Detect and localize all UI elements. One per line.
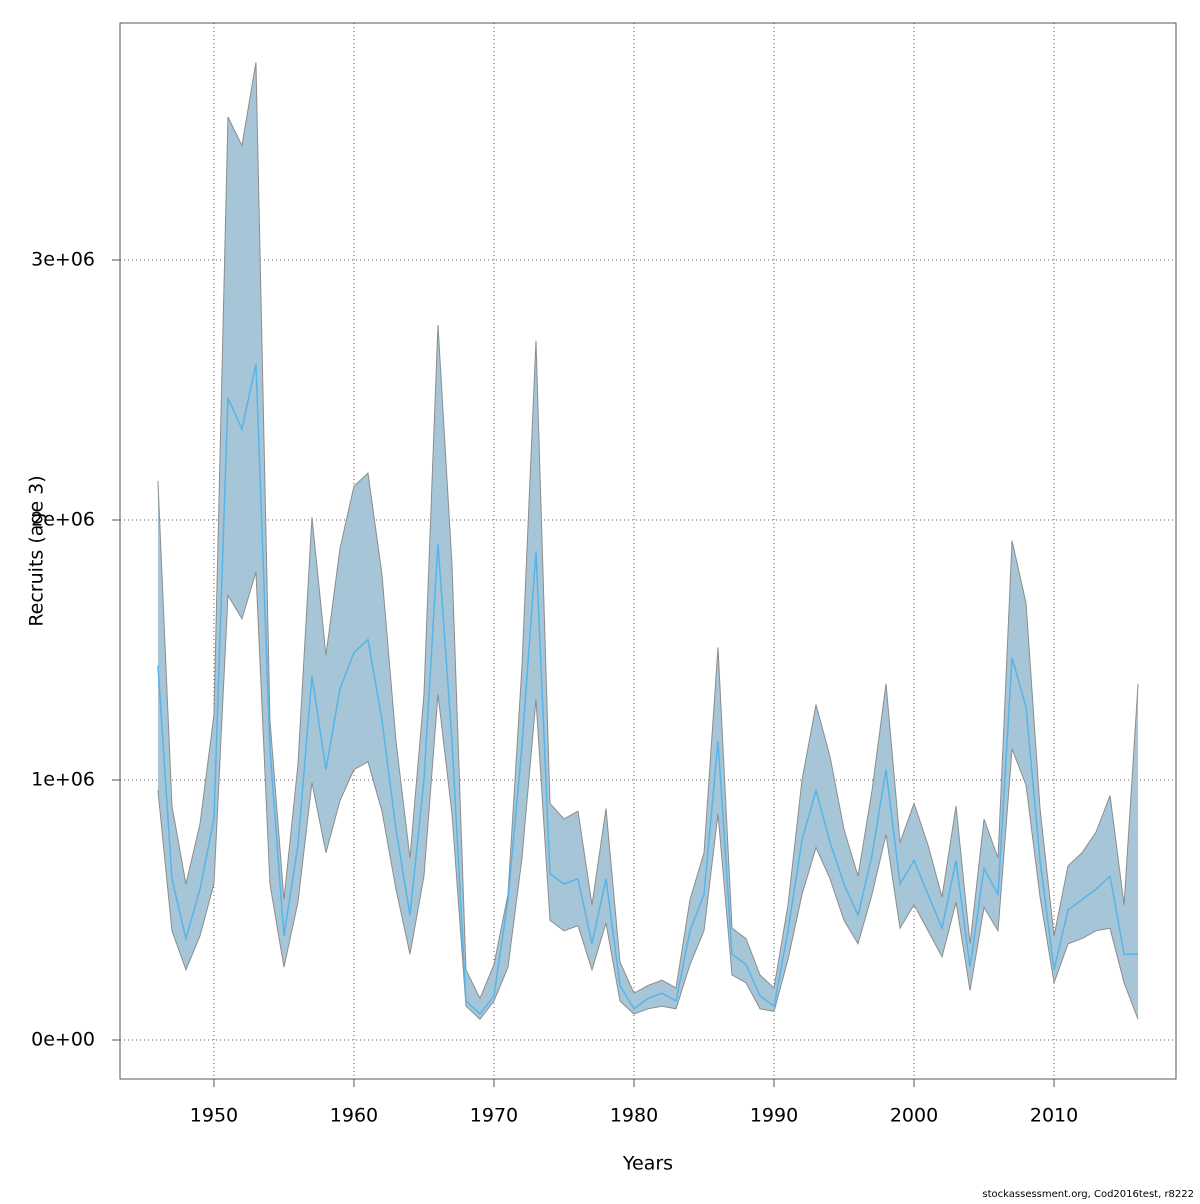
x-tick-label: 1950 — [190, 1105, 238, 1127]
x-tick-label: 1960 — [330, 1105, 378, 1127]
y-axis-label: Recruits (age 3) — [26, 475, 48, 626]
y-tick-label: 2e+06 — [31, 508, 95, 530]
plot-frame — [119, 22, 1177, 1080]
x-tick-label: 1980 — [610, 1105, 658, 1127]
x-tick-label: 1970 — [470, 1105, 518, 1127]
x-tick-label: 2000 — [890, 1105, 938, 1127]
confidence-band — [157, 62, 1139, 1020]
lower-bound — [157, 571, 1139, 1020]
x-tick-label: 1990 — [750, 1105, 798, 1127]
x-tick-label: 2010 — [1030, 1105, 1078, 1127]
upper-bound — [157, 62, 1139, 1000]
y-tick-label: 3e+06 — [31, 248, 95, 270]
footnote: stockassessment.org, Cod2016test, r8222 — [982, 1189, 1194, 1200]
estimate-line — [157, 363, 1139, 1016]
x-axis-label: Years — [622, 1153, 673, 1175]
y-tick-label: 0e+00 — [31, 1028, 95, 1050]
y-tick-label: 1e+06 — [31, 768, 95, 790]
